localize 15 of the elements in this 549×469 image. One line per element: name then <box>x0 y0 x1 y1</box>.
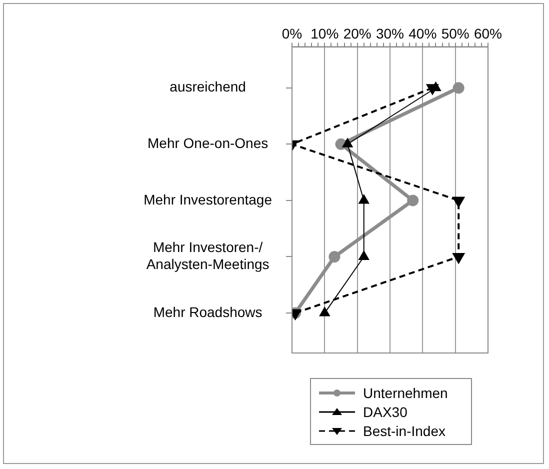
x-tick-label: 60% <box>474 25 502 42</box>
x-tick-label: 50% <box>441 25 470 42</box>
x-tick-label: 0% <box>282 25 302 42</box>
x-tick-label: 30% <box>376 25 404 42</box>
y-tick-label: Mehr Investoren-/ Analysten-Meetings <box>146 239 270 272</box>
legend-label: Unternehmen <box>363 384 448 400</box>
legend-label: Best-in-Index <box>363 422 446 438</box>
x-tick-label: 10% <box>310 25 339 42</box>
x-tick-label: 20% <box>343 25 372 42</box>
y-tick-label: Mehr Roadshows <box>153 304 262 320</box>
y-tick-label: ausreichend <box>170 78 246 95</box>
legend-label: DAX30 <box>363 404 408 420</box>
y-tick-label: Mehr One-on-Ones <box>147 135 268 152</box>
x-tick-label: 40% <box>408 25 437 42</box>
y-tick-label: Mehr Investorentage <box>144 191 272 208</box>
